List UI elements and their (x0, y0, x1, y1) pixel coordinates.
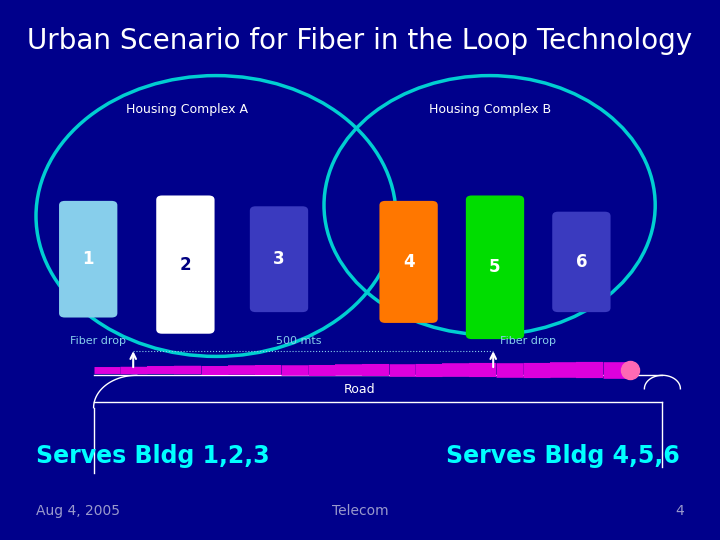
Text: Aug 4, 2005: Aug 4, 2005 (36, 504, 120, 518)
Text: Serves Bldg 1,2,3: Serves Bldg 1,2,3 (36, 444, 269, 468)
Text: Fiber drop: Fiber drop (70, 335, 126, 346)
Text: 5: 5 (490, 258, 500, 276)
Text: Housing Complex B: Housing Complex B (428, 103, 551, 116)
Text: 6: 6 (576, 253, 587, 271)
Text: Road: Road (344, 383, 376, 396)
FancyBboxPatch shape (379, 201, 438, 323)
Text: 4: 4 (675, 504, 684, 518)
Text: 4: 4 (402, 253, 415, 271)
FancyBboxPatch shape (156, 195, 215, 334)
FancyBboxPatch shape (552, 212, 611, 312)
Text: 500 mts: 500 mts (276, 335, 322, 346)
FancyBboxPatch shape (59, 201, 117, 318)
Text: Urban Scenario for Fiber in the Loop Technology: Urban Scenario for Fiber in the Loop Tec… (27, 27, 693, 55)
Text: Serves Bldg 4,5,6: Serves Bldg 4,5,6 (446, 444, 680, 468)
FancyBboxPatch shape (466, 195, 524, 339)
FancyBboxPatch shape (250, 206, 308, 312)
Text: Telecom: Telecom (332, 504, 388, 518)
Text: 1: 1 (83, 250, 94, 268)
Text: 2: 2 (179, 255, 192, 274)
Text: Housing Complex A: Housing Complex A (126, 103, 248, 116)
Text: Fiber drop: Fiber drop (500, 335, 557, 346)
Text: 3: 3 (273, 250, 285, 268)
